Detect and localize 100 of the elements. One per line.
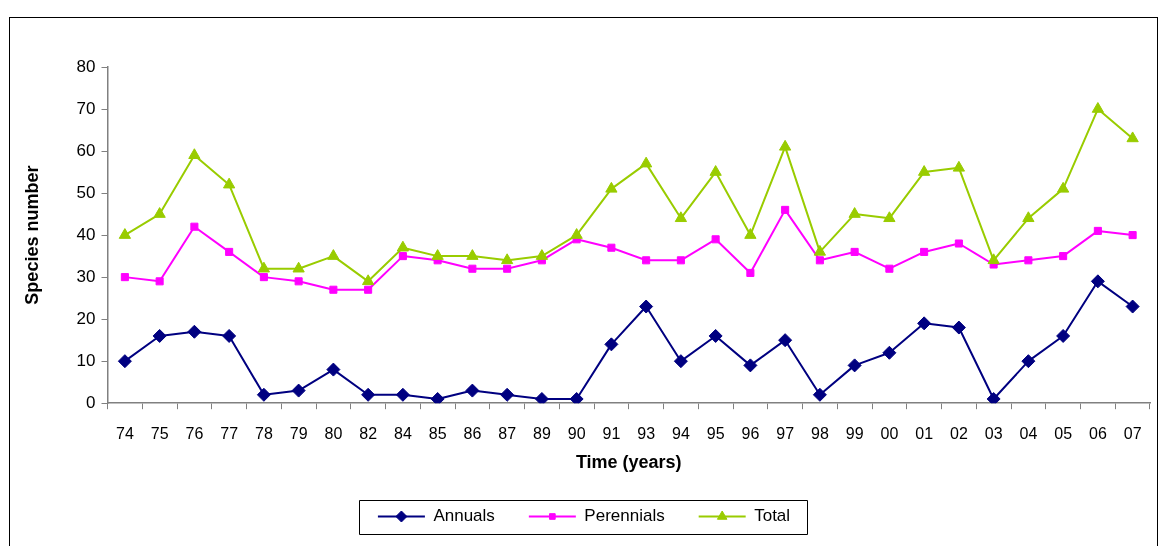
point [327,249,340,260]
x-tick-label: 04 [1019,425,1038,443]
point [885,264,894,273]
point [673,354,688,369]
x-tick-label: 90 [567,425,586,443]
point [744,228,757,239]
point [118,228,132,239]
point [465,383,480,398]
point [294,277,303,286]
y-tick-label: 40 [76,224,96,244]
x-tick-label: 01 [915,425,934,443]
point [430,392,445,404]
x-tick-label: 05 [1054,425,1073,443]
point [605,181,618,193]
point [466,249,479,260]
point [847,358,862,373]
x-tick-label: 87 [498,425,517,443]
point [500,387,515,402]
point [883,211,896,223]
point [920,247,929,256]
x-tick-label: 00 [880,425,899,443]
point [361,387,376,402]
x-tick-label: 78 [254,425,273,443]
legend-label: Annuals [433,506,495,526]
point [326,362,341,377]
point [364,285,373,294]
point [292,261,305,273]
x-tick-label: 85 [428,425,447,443]
point [1090,274,1105,289]
y-tick-label: 10 [76,350,96,370]
point [1021,354,1036,369]
point [188,148,201,159]
point [607,243,616,252]
y-tick-label: 30 [76,266,96,286]
point [534,392,549,404]
point [223,177,236,189]
point [778,333,793,348]
point [535,249,549,260]
x-tick-label: 80 [324,425,343,443]
point [954,239,963,248]
point [711,235,720,244]
point [431,249,444,260]
y-tick-label: 80 [76,56,96,76]
point [117,354,132,369]
point [848,207,861,218]
point [951,320,966,335]
point [987,253,1000,265]
point [781,205,790,214]
point [1126,131,1139,143]
x-axis-title: Time (years) [575,452,682,473]
point [569,392,584,404]
x-tick-label: 96 [741,425,760,443]
y-tick-label: 50 [76,182,96,202]
x-tick-label: 79 [289,425,308,443]
x-tick-label: 91 [602,425,621,443]
y-tick-label: 0 [86,392,96,412]
point [642,256,651,265]
x-tick-label: 76 [185,425,204,443]
x-tick-label: 82 [359,425,378,443]
point [1093,226,1102,235]
point [291,383,306,398]
point [155,277,164,286]
point [1059,252,1068,261]
point [398,252,407,261]
point [1056,328,1071,343]
point [395,387,410,402]
legend-label: Perennials [584,506,665,526]
point [674,211,688,223]
x-tick-label: 84 [393,425,412,443]
point [190,222,199,231]
x-tick-label: 77 [220,425,239,443]
x-tick-label: 07 [1123,425,1142,443]
x-tick-label: 94 [671,425,690,443]
point [815,256,824,265]
y-axis-title: Species number [21,165,42,305]
x-tick-label: 86 [463,425,482,443]
x-tick-label: 75 [150,425,169,443]
point [746,268,755,277]
x-tick-label: 93 [637,425,656,443]
point [120,273,129,282]
point [153,207,166,218]
x-tick-label: 99 [845,425,864,443]
point [813,244,827,256]
point [812,387,827,402]
point [1024,256,1033,265]
point [918,165,931,176]
point [222,328,237,343]
x-tick-label: 02 [949,425,968,443]
x-tick-label: 89 [532,425,551,443]
point [1022,211,1035,223]
point [329,285,338,294]
point [604,337,619,352]
point [1091,102,1105,113]
point [882,345,897,360]
point [1125,299,1140,314]
x-tick-label: 97 [776,425,795,443]
point [986,392,1001,404]
point [1128,231,1137,240]
y-tick-label: 60 [76,140,96,160]
point [503,264,512,273]
